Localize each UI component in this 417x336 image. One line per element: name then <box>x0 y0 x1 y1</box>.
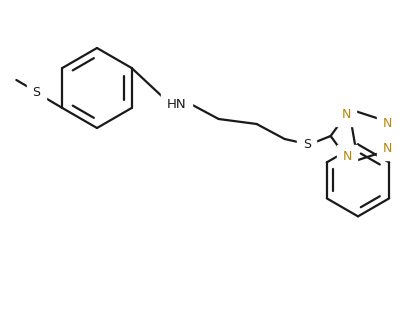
Text: N: N <box>342 150 352 163</box>
Text: S: S <box>33 85 40 98</box>
Text: N: N <box>383 117 392 130</box>
Text: S: S <box>303 137 311 151</box>
Text: N: N <box>383 142 392 155</box>
Text: HN: HN <box>167 97 186 111</box>
Text: N: N <box>341 108 351 121</box>
